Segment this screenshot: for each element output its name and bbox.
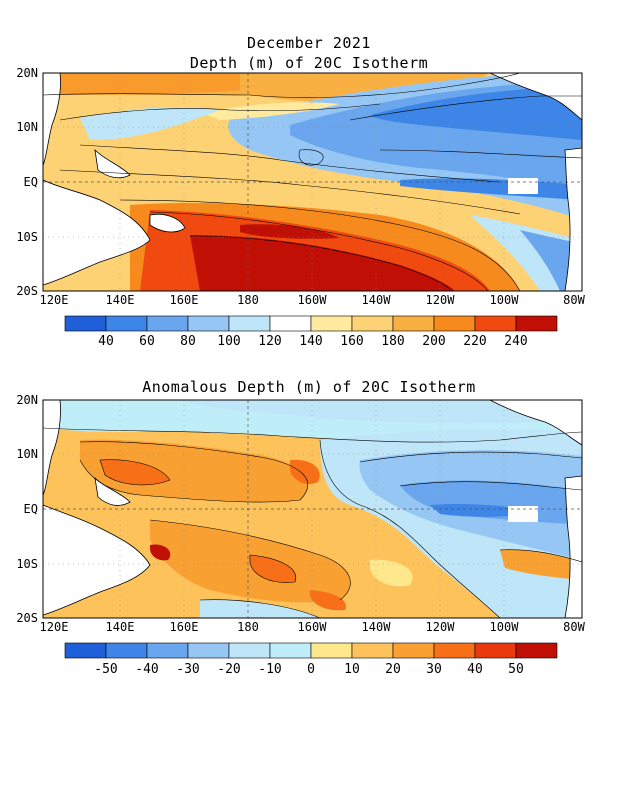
top-lat-axis: 20N 10N EQ 10S 20S (16, 66, 38, 298)
bottom-lon-label: 120E (40, 620, 69, 634)
colorbar-swatch (474, 642, 517, 659)
top-colorbar-label: 100 (217, 334, 240, 349)
top-colorbar-label: 200 (422, 334, 445, 349)
bottom-lat-label: 20S (16, 611, 38, 625)
top-map (43, 73, 582, 291)
bottom-map (43, 400, 582, 618)
bottom-colorbar-label: 0 (307, 662, 315, 677)
bottom-colorbar-label: 30 (426, 662, 442, 677)
top-colorbar-label: 180 (381, 334, 404, 349)
bottom-lon-axis: 120E 140E 160E 180 160W 140W 120W 100W 8… (40, 620, 586, 634)
bottom-lon-label: 180 (237, 620, 259, 634)
top-lat-label: 10N (16, 120, 38, 134)
bottom-lat-label: 10N (16, 447, 38, 461)
top-lon-label: 160E (170, 293, 199, 307)
colorbar-swatch (228, 642, 271, 659)
colorbar-swatch (310, 642, 353, 659)
colorbar-swatch (187, 315, 230, 332)
bottom-lon-label: 100W (490, 620, 520, 634)
top-lat-label: EQ (24, 175, 38, 189)
bottom-lon-label: 160W (298, 620, 328, 634)
colorbar-swatch (351, 315, 394, 332)
top-colorbar-label: 140 (299, 334, 322, 349)
colorbar-swatch (310, 315, 353, 332)
top-colorbar-label: 160 (340, 334, 363, 349)
bottom-colorbar-label: -20 (217, 662, 240, 677)
bottom-colorbar-label: 20 (385, 662, 401, 677)
top-lon-label: 140E (106, 293, 135, 307)
colorbar-swatch (392, 315, 435, 332)
top-lon-label: 120W (426, 293, 456, 307)
colorbar-swatch (146, 315, 189, 332)
top-colorbar-labels: 40 60 80 100 120 140 160 180 200 220 240 (98, 334, 528, 349)
bottom-colorbar-label: -10 (258, 662, 281, 677)
top-lat-label: 20N (16, 66, 38, 80)
bottom-lat-label: EQ (24, 502, 38, 516)
colorbar-swatch (64, 315, 107, 332)
bottom-lat-label: 10S (16, 557, 38, 571)
top-lon-label: 80W (563, 293, 585, 307)
colorbar-swatch (228, 315, 271, 332)
top-lon-axis: 120E 140E 160E 180 160W 140W 120W 100W 8… (40, 293, 586, 307)
top-title-line1: December 2021 (247, 34, 371, 52)
bottom-colorbar-label: 10 (344, 662, 360, 677)
top-colorbar-label: 220 (463, 334, 486, 349)
colorbar-swatch (433, 315, 476, 332)
top-lon-label: 100W (490, 293, 520, 307)
top-colorbar (64, 315, 558, 332)
top-map-frame (42, 72, 583, 292)
top-lon-label: 180 (237, 293, 259, 307)
colorbar-swatch (515, 315, 558, 332)
bottom-lon-label: 140E (106, 620, 135, 634)
colorbar-swatch (269, 642, 312, 659)
bottom-map-frame (42, 399, 583, 619)
colorbar-swatch (351, 642, 394, 659)
colorbar-swatch (105, 642, 148, 659)
top-colorbar-label: 240 (504, 334, 527, 349)
bottom-colorbar-label: 40 (467, 662, 483, 677)
top-lat-label: 10S (16, 230, 38, 244)
bottom-lon-label: 80W (563, 620, 585, 634)
bottom-lat-label: 20N (16, 393, 38, 407)
bottom-lon-label: 160E (170, 620, 199, 634)
top-lon-label: 160W (298, 293, 328, 307)
top-title-line2: Depth (m) of 20C Isotherm (189, 54, 429, 72)
bottom-colorbar (64, 642, 558, 659)
bottom-colorbar-label: 50 (508, 662, 524, 677)
bottom-lon-label: 140W (362, 620, 392, 634)
colorbar-swatch (105, 315, 148, 332)
colorbar-swatch (515, 642, 558, 659)
bottom-lat-axis: 20N 10N EQ 10S 20S (16, 393, 38, 625)
bottom-lon-label: 120W (426, 620, 456, 634)
top-lon-label: 140W (362, 293, 392, 307)
top-lon-label: 120E (40, 293, 69, 307)
bottom-colorbar-label: -30 (176, 662, 199, 677)
colorbar-swatch (187, 642, 230, 659)
top-colorbar-label: 40 (98, 334, 114, 349)
bottom-colorbar-label: -40 (135, 662, 158, 677)
colorbar-swatch (64, 642, 107, 659)
colorbar-swatch (392, 642, 435, 659)
top-colorbar-label: 80 (180, 334, 196, 349)
colorbar-swatch (146, 642, 189, 659)
bottom-title: Anomalous Depth (m) of 20C Isotherm (142, 378, 476, 396)
bottom-colorbar-label: -50 (94, 662, 117, 677)
top-colorbar-label: 120 (258, 334, 281, 349)
colorbar-swatch (433, 642, 476, 659)
bottom-colorbar-labels: -50 -40 -30 -20 -10 0 10 20 30 40 50 (94, 662, 524, 677)
colorbar-swatch (269, 315, 312, 332)
colorbar-swatch (474, 315, 517, 332)
top-lat-label: 20S (16, 284, 38, 298)
top-colorbar-label: 60 (139, 334, 155, 349)
